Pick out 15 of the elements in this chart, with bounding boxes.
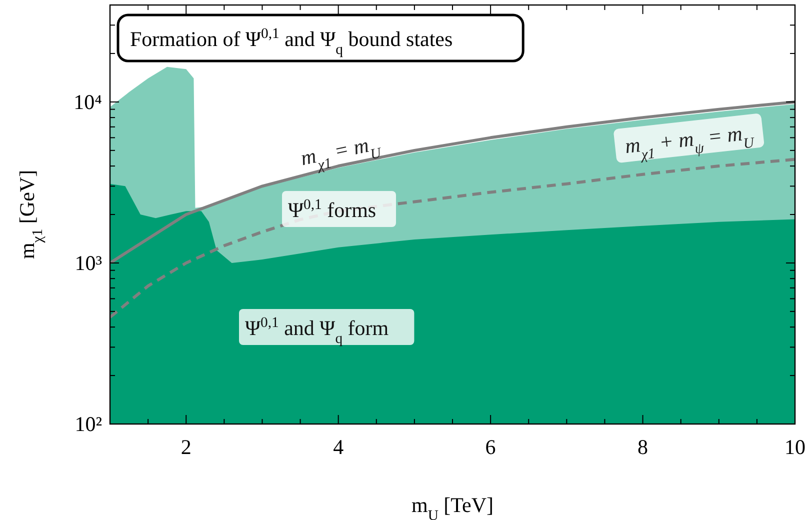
y-tick-label: 10² (74, 412, 102, 436)
y-tick-label: 10³ (74, 250, 102, 275)
x-tick-label: 8 (638, 435, 648, 459)
y-tick-label: 10⁴ (74, 90, 102, 114)
text: Formation of Ψ$^{0,1}$ and Ψ$_{q}$ bound states (130, 26, 453, 58)
text: m$_{χ1}$ = m$_{U}$ (298, 132, 384, 174)
x-axis-title: m$_{U}$ [TeV] (411, 493, 494, 520)
text: m$_{χ1}$ + m$_{ψ}$ = m$_{U}$ (624, 121, 756, 164)
x-tick-label: 6 (485, 435, 496, 459)
line-series (110, 100, 795, 264)
annotation: Ψ$^{0,1}$ forms (288, 197, 376, 222)
x-tick-label: 10 (784, 435, 806, 459)
x-tick-label: 2 (180, 435, 192, 459)
annotation: Ψ$^{0,1}$ and Ψ$_{q}$ form (245, 315, 389, 347)
x-tick-label: 4 (333, 435, 344, 459)
